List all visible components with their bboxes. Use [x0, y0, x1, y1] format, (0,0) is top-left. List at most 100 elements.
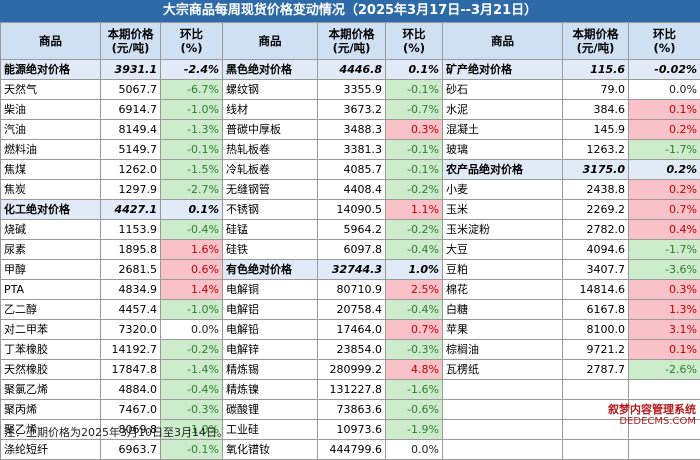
change-value: 4.8% [386, 360, 443, 380]
price-value: 6097.8 [318, 240, 386, 260]
price-value: 2782.0 [563, 220, 629, 240]
change-value: 1.4% [161, 280, 223, 300]
price-value: 3673.2 [318, 100, 386, 120]
commodity-name: 电解铝 [223, 300, 318, 320]
change-value: -0.4% [386, 240, 443, 260]
price-value: 3488.3 [318, 120, 386, 140]
price-value: 80710.9 [318, 280, 386, 300]
change-value: -0.4% [386, 300, 443, 320]
commodity-name: 白糖 [443, 300, 563, 320]
change-value: -0.02% [629, 60, 700, 80]
commodity-name: 天然气 [1, 80, 101, 100]
col-change: 环比 (%) [629, 23, 700, 60]
commodity-name: 电解铜 [223, 280, 318, 300]
price-value: 4884.0 [101, 380, 161, 400]
price-value: 5149.7 [101, 140, 161, 160]
price-value: 73863.6 [318, 400, 386, 420]
price-value: 5964.2 [318, 220, 386, 240]
watermark-line1: 叙梦内容管理系统 [608, 404, 696, 416]
commodity-name: 豆粕 [443, 260, 563, 280]
commodity-name: 聚丙烯 [1, 400, 101, 420]
price-value: 20758.4 [318, 300, 386, 320]
commodity-name: 汽油 [1, 120, 101, 140]
change-value: 1.0% [386, 260, 443, 280]
price-value: 3407.7 [563, 260, 629, 280]
change-value: 0.3% [629, 280, 700, 300]
price-value: 131227.8 [318, 380, 386, 400]
change-value: 0.1% [629, 100, 700, 120]
commodity-name: 涤纶短纤 [1, 440, 101, 460]
price-value: 6914.7 [101, 100, 161, 120]
price-value: 4834.9 [101, 280, 161, 300]
col-price: 本期价格 (元/吨) [563, 23, 629, 60]
price-value: 32744.3 [318, 260, 386, 280]
price-value: 2787.7 [563, 360, 629, 380]
commodity-name: 硅锰 [223, 220, 318, 240]
commodity-name: 无缝钢管 [223, 180, 318, 200]
commodity-name: 焦煤 [1, 160, 101, 180]
price-value: 115.6 [563, 60, 629, 80]
commodity-name: 大豆 [443, 240, 563, 260]
col-price: 本期价格 (元/吨) [101, 23, 161, 60]
commodity-name: 砂石 [443, 80, 563, 100]
change-value: -1.7% [629, 140, 700, 160]
commodity-name: 天然橡胶 [1, 360, 101, 380]
commodity-name: 工业硅 [223, 420, 318, 440]
price-value: 444799.6 [318, 440, 386, 460]
price-value: 5067.7 [101, 80, 161, 100]
price-value: 2269.2 [563, 200, 629, 220]
commodity-name: 黑色绝对价格 [223, 60, 318, 80]
change-value: -2.6% [629, 360, 700, 380]
price-value: 14814.6 [563, 280, 629, 300]
price-value: 4446.8 [318, 60, 386, 80]
commodity-name: 烧碱 [1, 220, 101, 240]
change-value: -0.1% [386, 140, 443, 160]
change-value: 0.0% [629, 80, 700, 100]
price-value: 17464.0 [318, 320, 386, 340]
commodity-name: 尿素 [1, 240, 101, 260]
price-value: 10973.6 [318, 420, 386, 440]
commodity-name: 农产品绝对价格 [443, 160, 563, 180]
change-value: -1.6% [386, 380, 443, 400]
change-value: 1.6% [161, 240, 223, 260]
price-value: 9721.2 [563, 340, 629, 360]
commodity-name: 螺纹钢 [223, 80, 318, 100]
change-value: 0.1% [386, 60, 443, 80]
change-value: 0.7% [629, 200, 700, 220]
price-value: 1153.9 [101, 220, 161, 240]
change-value: -0.1% [161, 440, 223, 460]
commodity-name: 电解锌 [223, 340, 318, 360]
commodity-name: 甲醇 [1, 260, 101, 280]
price-value: 145.9 [563, 120, 629, 140]
change-value: -0.1% [386, 160, 443, 180]
commodity-name [443, 400, 563, 420]
commodity-name: 瓦楞纸 [443, 360, 563, 380]
commodity-name: 电解铅 [223, 320, 318, 340]
commodity-name: 乙二醇 [1, 300, 101, 320]
change-value: 0.7% [386, 320, 443, 340]
price-value: 7320.0 [101, 320, 161, 340]
commodity-name: 热轧板卷 [223, 140, 318, 160]
commodity-name: 棕榈油 [443, 340, 563, 360]
change-value: 0.3% [386, 120, 443, 140]
commodity-name: 玻璃 [443, 140, 563, 160]
commodity-name [443, 420, 563, 440]
commodity-name: 氧化镨钕 [223, 440, 318, 460]
commodity-name: 燃料油 [1, 140, 101, 160]
price-value: 1297.9 [101, 180, 161, 200]
price-value: 4457.4 [101, 300, 161, 320]
price-value: 17847.8 [101, 360, 161, 380]
watermark: 叙梦内容管理系统 DEDECMS.COM [608, 404, 696, 428]
change-value: 0.4% [629, 220, 700, 240]
col-commodity: 商品 [1, 23, 101, 60]
change-value: 2.5% [386, 280, 443, 300]
change-value: 0.0% [161, 320, 223, 340]
price-value: 3355.9 [318, 80, 386, 100]
